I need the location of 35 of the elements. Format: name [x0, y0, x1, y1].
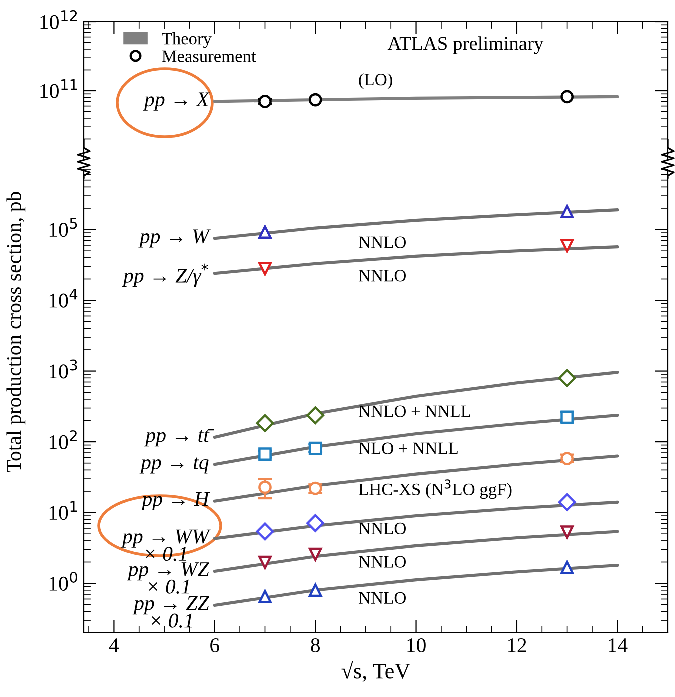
- annotation: (LO): [359, 73, 392, 90]
- x-tick-label: 12: [508, 638, 526, 652]
- y-tick-label: 10$^{4}$: [50, 289, 78, 308]
- annotation: pp → W: [138, 230, 211, 248]
- annotation: NNLO: [358, 556, 406, 568]
- y-tick-label: 10$^{12}$: [40, 10, 78, 30]
- x-axis-title: √s, TeV: [342, 660, 410, 682]
- legend-label: Theory: [162, 32, 212, 48]
- annotation: NNLO: [358, 270, 406, 282]
- annotation: NNLO: [358, 592, 406, 604]
- y-tick-label: 10$^{2}$: [50, 430, 77, 450]
- annotation: pp → tq: [140, 458, 209, 474]
- legend-label: Measurement: [162, 50, 256, 62]
- x-tick-label: 10: [408, 638, 426, 653]
- annotation: LHC-XS (N$^{3}$LO ggF): [358, 480, 512, 500]
- y-tick-label: 10$^{5}$: [50, 218, 78, 238]
- annotation: pp → tt̄: [144, 430, 214, 447]
- annotation: NNLO + NNLL: [358, 406, 470, 418]
- y-tick-label: 10$^{11}$: [40, 80, 78, 98]
- annotation: NNLO: [358, 236, 406, 248]
- annotation: pp → H: [140, 492, 210, 511]
- x-tick-label: 6: [210, 638, 220, 653]
- x-tick-label: 8: [311, 638, 320, 653]
- annotation: NNLO: [358, 522, 406, 535]
- annotation: NLO + NNLL: [358, 442, 458, 454]
- x-tick-label: 4: [109, 638, 120, 652]
- y-axis-title: Total production cross section, pb: [6, 192, 26, 472]
- y-tick-label: 10$^{0}$: [50, 572, 78, 591]
- x-tick-label: 14: [609, 638, 628, 652]
- annotation: pp → X: [143, 92, 210, 111]
- annotation: pp → ZZ × 0.1: [132, 596, 210, 628]
- y-tick-label: 10$^{1}$: [50, 501, 78, 520]
- y-tick-label: 10$^{3}$: [50, 360, 78, 379]
- annotation: ATLAS preliminary: [388, 36, 544, 54]
- annotation: pp → Z/γ$^{*}$: [122, 264, 208, 288]
